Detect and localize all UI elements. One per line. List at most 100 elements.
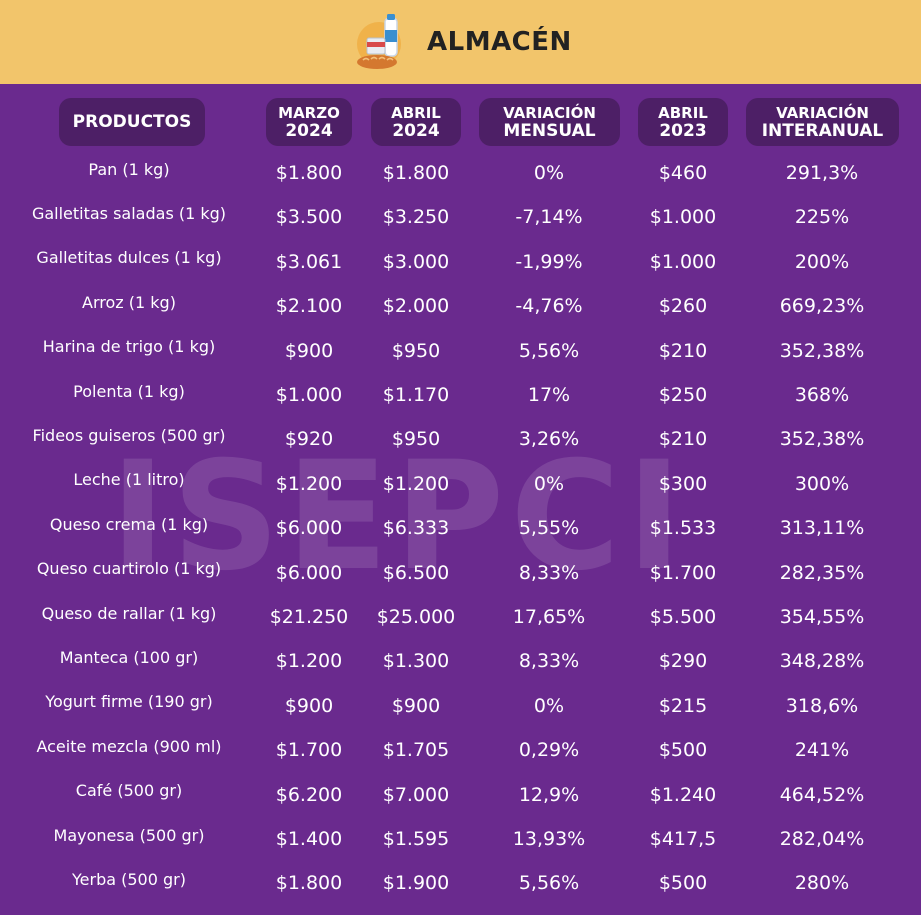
value-cell: $260: [658, 295, 708, 318]
product-name-cell: Queso de rallar (1 kg): [41, 603, 217, 623]
value-cell: 280%: [794, 872, 850, 895]
value-cell: $6.000: [275, 517, 343, 540]
value-cell: $1.000: [275, 384, 343, 406]
column-header-label: VARIACIÓN: [776, 104, 869, 122]
product-name-cell: Arroz (1 kg): [82, 292, 176, 312]
value-cell: $920: [284, 428, 334, 451]
value-cell: 282,04%: [779, 828, 865, 850]
value-cell: $1.705: [382, 739, 450, 762]
value-cell: $6.500: [382, 561, 450, 584]
value-cell: $1.200: [275, 472, 343, 495]
value-cell: 313,11%: [779, 517, 865, 540]
table-row: Queso crema (1 kg) $6.000 $6.333 5,55% $1.53…: [0, 506, 921, 550]
value-cell: $1.240: [649, 783, 717, 806]
table-row: Pan (1 kg) $1.800 $1.800 0% $460 291,3%: [0, 151, 921, 195]
value-cell: 13,93%: [512, 828, 586, 850]
table-row: Harina de trigo (1 kg) $900 $950 5,56% $210 3…: [0, 329, 921, 373]
column-header-label: ABRIL: [391, 104, 441, 122]
value-cell: $500: [658, 739, 708, 762]
column-header-label: 2024: [392, 121, 440, 141]
value-cell: $300: [658, 472, 708, 495]
value-cell: $6.000: [275, 561, 343, 584]
value-cell: 241%: [794, 739, 850, 762]
value-cell: $900: [284, 339, 334, 362]
value-cell: 464,52%: [779, 783, 865, 806]
value-cell: $215: [658, 694, 708, 717]
price-table: PRODUCTOS MARZO 2024 ABRIL 2024 VARIACIÓ…: [0, 96, 921, 894]
column-header-abril-2023: ABRIL 2023: [638, 98, 728, 146]
value-cell: $2.100: [275, 295, 343, 318]
value-cell: $6.200: [275, 783, 343, 806]
value-cell: 291,3%: [785, 162, 859, 184]
value-cell: $1.533: [649, 517, 717, 540]
table-row: Arroz (1 kg) $2.100 $2.000 -4,76% $260 669,23…: [0, 284, 921, 328]
table-row: Galletitas dulces (1 kg) $3.061 $3.000 -1,9…: [0, 240, 921, 284]
table-row: Manteca (100 gr) $1.200 $1.300 8,33% $290 348…: [0, 639, 921, 683]
column-header-label: 2023: [659, 121, 707, 141]
header-banner: ALMACÉN: [0, 0, 921, 84]
value-cell: $21.250: [269, 606, 349, 628]
product-name-cell: Aceite mezcla (900 ml): [36, 736, 222, 756]
value-cell: $1.400: [275, 828, 343, 850]
value-cell: $3.250: [382, 206, 450, 229]
value-cell: $250: [658, 384, 708, 406]
product-name-cell: Manteca (100 gr): [59, 647, 199, 667]
table-row: Queso cuartirolo (1 kg) $6.000 $6.500 8,33%…: [0, 551, 921, 595]
value-cell: 354,55%: [779, 606, 865, 628]
value-cell: 5,56%: [518, 872, 580, 895]
page-title: ALMACÉN: [427, 27, 572, 57]
value-cell: 0%: [533, 162, 565, 184]
table-row: Fideos guiseros (500 gr) $920 $950 3,26% $21…: [0, 417, 921, 461]
value-cell: 0%: [533, 694, 565, 717]
column-header-marzo-2024: MARZO 2024: [266, 98, 352, 146]
value-cell: 282,35%: [779, 561, 865, 584]
column-header-label: VARIACIÓN: [503, 104, 596, 122]
value-cell: 348,28%: [779, 650, 865, 673]
value-cell: $7.000: [382, 783, 450, 806]
value-cell: $1.800: [382, 162, 450, 184]
value-cell: $1.170: [382, 384, 450, 406]
product-name-cell: Galletitas saladas (1 kg): [31, 203, 227, 223]
value-cell: $1.800: [275, 162, 343, 184]
table-row: Queso de rallar (1 kg) $21.250 $25.000 17,6…: [0, 595, 921, 639]
value-cell: 300%: [794, 472, 850, 495]
product-name-cell: Harina de trigo (1 kg): [42, 337, 216, 357]
table-row: Mayonesa (500 gr) $1.400 $1.595 13,93% $417,…: [0, 817, 921, 861]
product-name-cell: Café (500 gr): [75, 781, 183, 801]
value-cell: $900: [284, 694, 334, 717]
product-name-cell: Polenta (1 kg): [73, 381, 185, 401]
product-name-cell: Fideos guiseros (500 gr): [32, 425, 226, 445]
value-cell: $3.000: [382, 250, 450, 273]
value-cell: $210: [658, 428, 708, 451]
value-cell: 225%: [794, 206, 850, 229]
value-cell: 8,33%: [518, 561, 580, 584]
value-cell: $290: [658, 650, 708, 673]
value-cell: 17%: [527, 384, 571, 406]
value-cell: 368%: [794, 384, 850, 406]
value-cell: $1.700: [649, 561, 717, 584]
column-header-label: ABRIL: [658, 104, 708, 122]
column-header-variacion-mensual: VARIACIÓN MENSUAL: [479, 98, 620, 146]
value-cell: 669,23%: [779, 295, 865, 318]
value-cell: 5,56%: [518, 339, 580, 362]
value-cell: $25.000: [376, 606, 456, 628]
product-name-cell: Pan (1 kg): [88, 159, 170, 179]
column-header-variacion-interanual: VARIACIÓN INTERANUAL: [746, 98, 899, 146]
product-name-cell: Leche (1 litro): [73, 470, 185, 490]
value-cell: 17,65%: [512, 606, 586, 628]
value-cell: 8,33%: [518, 650, 580, 673]
value-cell: $1.000: [649, 206, 717, 229]
value-cell: 352,38%: [779, 428, 865, 451]
value-cell: 5,55%: [518, 517, 580, 540]
column-header-label: MENSUAL: [503, 121, 596, 141]
table-header-row: PRODUCTOS MARZO 2024 ABRIL 2024 VARIACIÓ…: [0, 96, 921, 148]
product-name-cell: Queso crema (1 kg): [49, 514, 209, 534]
table-row: Leche (1 litro) $1.200 $1.200 0% $300 300%: [0, 462, 921, 506]
table-row: Galletitas saladas (1 kg) $3.500 $3.250 -7,…: [0, 195, 921, 239]
table-row: Yogurt firme (190 gr) $900 $900 0% $215 318,6…: [0, 684, 921, 728]
product-name-cell: Galletitas dulces (1 kg): [36, 248, 222, 268]
value-cell: $1.595: [382, 828, 450, 850]
value-cell: 0,29%: [518, 739, 580, 762]
value-cell: $3.061: [275, 250, 343, 273]
table-row: Aceite mezcla (900 ml) $1.700 $1.705 0,29% $…: [0, 728, 921, 772]
